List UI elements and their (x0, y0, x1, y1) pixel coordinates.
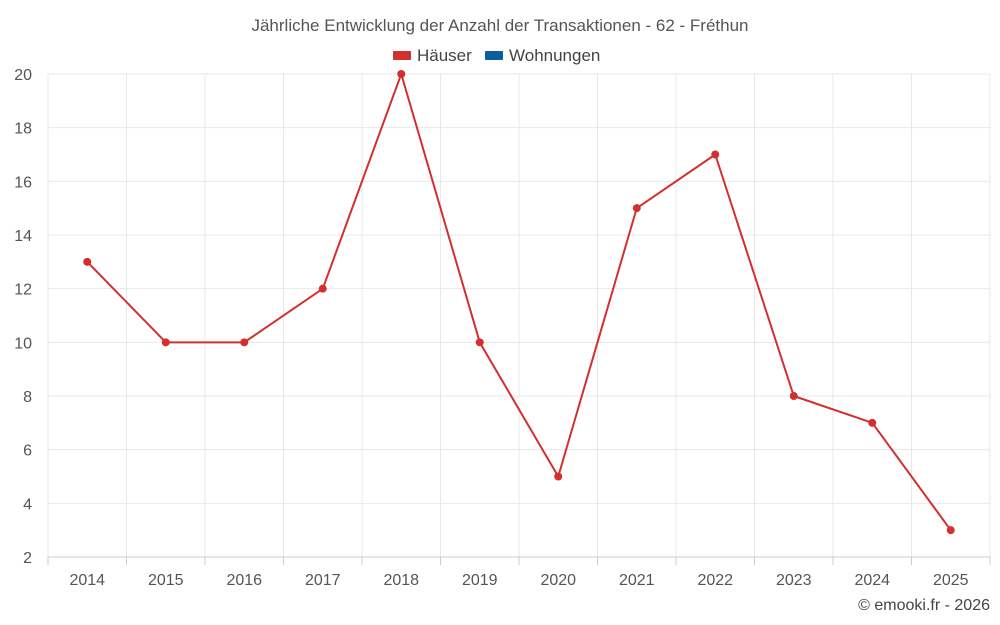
data-point-2018[interactable] (397, 70, 406, 78)
chart-title: Jährliche Entwicklung der Anzahl der Tra… (251, 16, 748, 35)
data-point-2015[interactable] (161, 338, 170, 347)
data-point-2025[interactable] (946, 526, 955, 535)
data-point-2017[interactable] (318, 284, 327, 293)
y-tick-label: 16 (14, 174, 32, 191)
series-haeuser (83, 70, 955, 535)
x-tick-label: 2019 (462, 572, 498, 589)
series-line (86, 73, 952, 531)
grid (47, 73, 991, 557)
x-tick-label: 2016 (226, 572, 262, 589)
credit: © emooki.fr - 2026 (858, 597, 990, 614)
data-point-2024[interactable] (868, 418, 877, 427)
data-point-2022[interactable] (711, 150, 720, 159)
y-tick-label: 20 (14, 67, 32, 84)
legend-label-wohnungen: Wohnungen (509, 46, 600, 65)
x-tick-label: 2021 (619, 572, 655, 589)
data-point-2016[interactable] (240, 338, 249, 347)
data-point-2023[interactable] (789, 392, 798, 400)
x-tick-label: 2018 (383, 572, 419, 589)
data-point-2021[interactable] (632, 204, 641, 213)
axes: 2 4 6 8 10 12 14 16 18 20 2014 2015 2016 2017 2018 2019… (14, 67, 991, 589)
x-tick-label: 2014 (69, 572, 105, 589)
x-tick-label: 2023 (776, 572, 812, 589)
x-tick-label: 2022 (697, 572, 733, 589)
y-tick-label: 6 (23, 443, 32, 460)
x-tick-label: 2017 (305, 572, 341, 589)
x-tick-label: 2025 (933, 572, 969, 589)
legend-item-haeuser[interactable]: Häuser (393, 46, 472, 65)
y-tick-label: 2 (23, 550, 32, 567)
y-tick-label: 18 (14, 121, 32, 138)
y-tick-label: 8 (23, 389, 32, 406)
y-tick-label: 4 (23, 496, 32, 513)
data-point-2014[interactable] (83, 257, 92, 266)
x-tick-label: 2015 (148, 572, 184, 589)
legend-item-wohnungen[interactable]: Wohnungen (485, 46, 600, 65)
y-tick-label: 12 (14, 282, 32, 299)
legend-swatch-haeuser (393, 51, 411, 60)
x-tick-label: 2020 (540, 572, 576, 589)
y-tick-label: 14 (14, 228, 32, 245)
legend: Häuser Wohnungen (393, 46, 600, 65)
data-point-2019[interactable] (475, 338, 484, 347)
legend-label-haeuser: Häuser (417, 46, 472, 65)
data-point-2020[interactable] (554, 472, 563, 481)
y-tick-label: 10 (14, 335, 32, 352)
legend-swatch-wohnungen (485, 51, 503, 60)
x-tick-label: 2024 (854, 572, 890, 589)
